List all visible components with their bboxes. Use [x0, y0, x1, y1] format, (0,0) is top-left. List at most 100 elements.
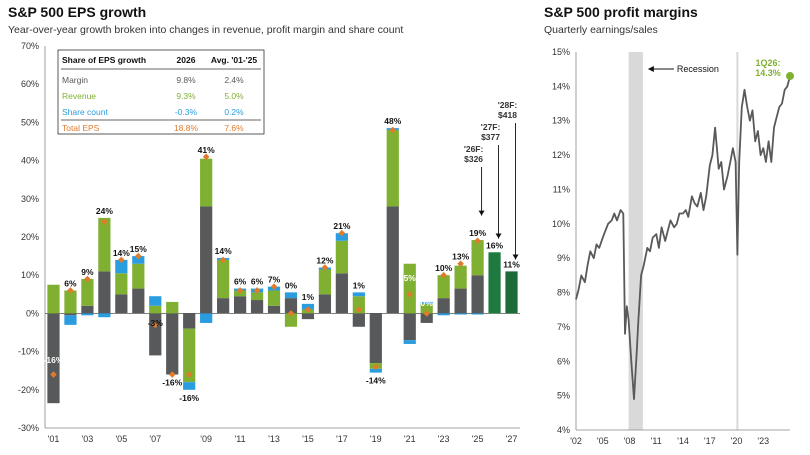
- right-y-tick-label: 7%: [557, 322, 570, 332]
- right-chart-subtitle: Quarterly earnings/sales: [544, 24, 658, 36]
- right-y-tick-label: 9%: [557, 253, 570, 263]
- eps-forecast-annotation: '26F: $326: [464, 144, 484, 164]
- y-tick-label: 20%: [21, 232, 39, 242]
- right-y-tick-label: 15%: [552, 47, 570, 57]
- left-chart-title: S&P 500 EPS growth: [8, 4, 147, 20]
- total-eps-marker: [202, 153, 210, 161]
- right-y-tick-label: 4%: [557, 425, 570, 435]
- bar-margin: [115, 294, 128, 314]
- bar-share-count: [403, 340, 416, 344]
- total-eps-label: -16%: [162, 378, 182, 388]
- y-tick-label: 50%: [21, 117, 39, 127]
- bar-margin: [250, 300, 264, 314]
- x-tick-label: '03: [82, 434, 94, 444]
- bar-share-count: [149, 296, 162, 306]
- x-tick-label: '07: [149, 434, 161, 444]
- right-y-tick-label: 13%: [552, 116, 570, 126]
- profit-margin-line: [575, 75, 791, 401]
- table-header: Avg. '01-'25: [211, 55, 258, 65]
- bar-margin: [267, 305, 281, 314]
- right-x-tick-label: '05: [597, 436, 609, 446]
- y-tick-label: 70%: [21, 41, 39, 51]
- left-chart-subtitle: Year-over-year growth broken into change…: [8, 24, 404, 36]
- bar-revenue: [335, 240, 348, 274]
- x-tick-label: '27: [506, 434, 518, 444]
- bar-revenue: [471, 240, 484, 276]
- bar-share-count: [420, 301, 433, 304]
- total-eps-marker: [168, 371, 176, 378]
- annotation-arrow-head: [495, 233, 502, 239]
- total-eps-marker: [287, 310, 295, 317]
- bar-share-count: [369, 368, 382, 373]
- table-header: 2026: [177, 55, 196, 65]
- right-x-tick-label: '20: [731, 436, 743, 446]
- bar-revenue: [420, 303, 433, 314]
- total-eps-marker: [304, 306, 312, 313]
- bar-margin: [369, 313, 382, 364]
- bar-margin: [386, 206, 399, 314]
- total-eps-marker: [457, 260, 464, 268]
- bar-margin: [64, 313, 77, 316]
- right-y-tick-label: 12%: [552, 150, 570, 160]
- total-eps-label: 13%: [452, 252, 469, 262]
- total-eps-marker: [67, 287, 74, 294]
- bar-revenue: [81, 279, 94, 306]
- total-eps-marker: [321, 264, 329, 271]
- total-eps-label: 14%: [215, 246, 232, 256]
- bar-margin: [166, 313, 179, 375]
- bar-share-count: [200, 313, 213, 323]
- total-eps-label: 6%: [234, 277, 247, 287]
- table-header: Share of EPS growth: [62, 55, 146, 65]
- bar-share-count: [284, 292, 298, 299]
- bar-share-count: [471, 313, 484, 315]
- total-eps-marker: [355, 306, 363, 313]
- right-y-tick-label: 10%: [552, 219, 570, 229]
- total-eps-label: 21%: [333, 221, 350, 231]
- bar-revenue: [200, 158, 213, 207]
- bar-revenue: [166, 301, 179, 314]
- x-tick-label: '11: [235, 434, 246, 444]
- table-cell-2026: 18.8%: [174, 123, 199, 133]
- y-tick-label: -20%: [18, 385, 39, 395]
- bar-margin: [352, 313, 365, 327]
- total-eps-marker: [372, 363, 380, 371]
- total-eps-label: 7%: [268, 275, 281, 285]
- bar-share-count: [183, 382, 196, 390]
- bar-margin: [81, 305, 94, 314]
- total-eps-label: 41%: [198, 145, 215, 155]
- y-tick-label: 30%: [21, 194, 39, 204]
- total-eps-label: 12%: [316, 256, 333, 266]
- bar-share-count: [132, 256, 145, 264]
- bar-share-count: [81, 313, 94, 316]
- bar-share-count: [352, 292, 365, 297]
- bar-revenue: [149, 305, 162, 314]
- recession-band: [628, 52, 643, 430]
- forecast-bar: [488, 252, 501, 314]
- total-eps-label: 16%: [486, 240, 503, 250]
- table-cell-avg: 7.6%: [224, 123, 244, 133]
- total-eps-label: 19%: [469, 228, 486, 238]
- y-tick-label: -10%: [18, 347, 39, 357]
- bar-margin: [454, 288, 467, 314]
- annotation-arrow-head: [478, 210, 485, 216]
- total-eps-label: 11%: [503, 259, 520, 269]
- total-eps-label: 5%: [404, 273, 417, 283]
- bar-revenue: [386, 130, 399, 207]
- total-eps-marker: [84, 275, 91, 283]
- total-eps-marker: [185, 371, 193, 378]
- x-tick-label: '25: [472, 434, 484, 444]
- eps-forecast-annotation: '27F: $377: [481, 122, 501, 142]
- bar-margin: [420, 313, 433, 323]
- bar-margin: [233, 296, 247, 314]
- right-x-tick-label: '02: [570, 436, 582, 446]
- x-tick-label: '17: [336, 434, 348, 444]
- total-eps-marker: [406, 291, 414, 298]
- total-eps-label: 0%: [421, 298, 434, 308]
- bar-revenue: [64, 290, 77, 314]
- total-eps-marker: [270, 283, 278, 290]
- total-eps-label: -14%: [366, 376, 386, 386]
- bar-revenue: [437, 275, 450, 299]
- table-row-label: Revenue: [62, 91, 96, 101]
- total-eps-label: 14%: [113, 248, 130, 258]
- bar-revenue: [352, 296, 365, 314]
